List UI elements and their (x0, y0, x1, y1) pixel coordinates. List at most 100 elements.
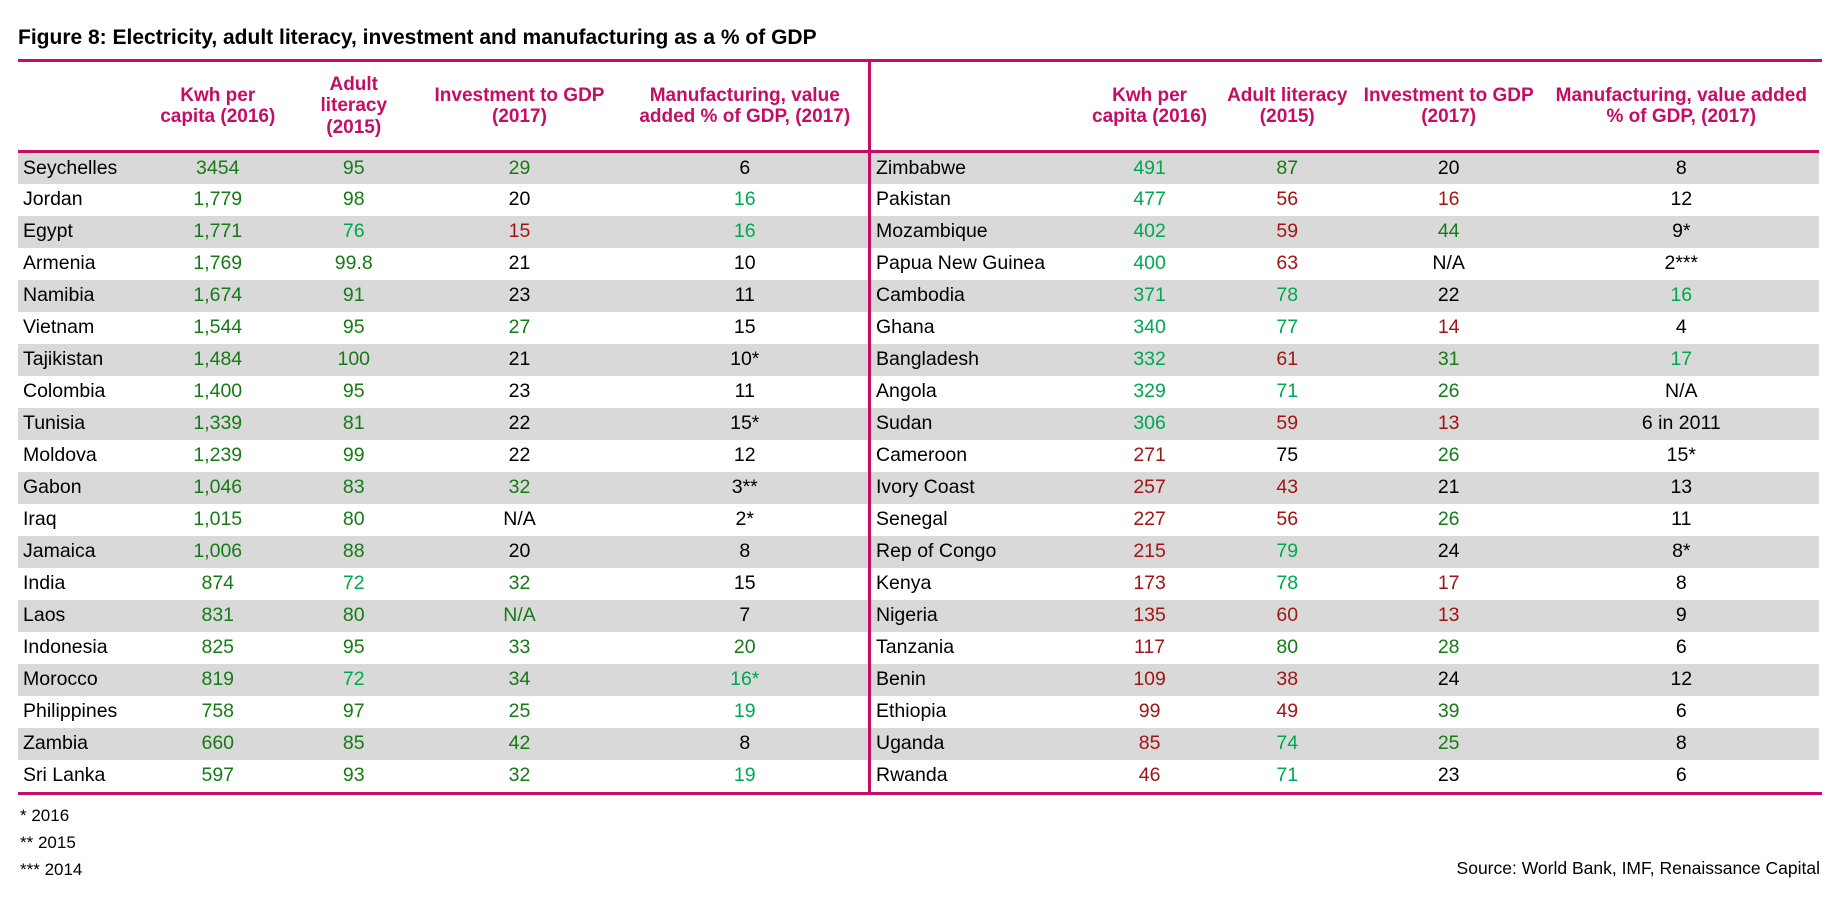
value-cell: 78 (1276, 284, 1299, 306)
value-cell: 95 (342, 380, 365, 402)
table-row: Ivory Coast 257 43 21 13 (869, 471, 1819, 504)
value-cell: 34 (508, 668, 531, 690)
country-cell: Sri Lanka (23, 764, 106, 786)
value-cell: 477 (1133, 188, 1166, 210)
country-cell: Laos (23, 604, 66, 626)
value-cell: 135 (1133, 604, 1166, 626)
value-cell: 79 (1276, 540, 1299, 562)
country-cell: Colombia (23, 380, 106, 402)
value-cell: 56 (1276, 508, 1299, 530)
value-cell: 16 (733, 188, 756, 210)
table-row: Indonesia 825 95 33 20 (18, 632, 868, 664)
value-cell: 10 (733, 252, 756, 274)
country-cell: Pakistan (876, 188, 951, 210)
value-cell: 13 (1437, 604, 1460, 626)
value-cell: 332 (1133, 348, 1166, 370)
value-cell: 6 (1675, 700, 1687, 722)
value-cell: 16 (1670, 284, 1693, 306)
value-cell: N/A (503, 604, 536, 626)
value-cell: 3** (731, 476, 758, 498)
value-cell: 91 (342, 284, 365, 306)
value-cell: 98 (342, 188, 365, 210)
value-cell: 74 (1276, 732, 1299, 754)
country-cell: Senegal (876, 508, 948, 530)
value-cell: 3454 (196, 156, 240, 179)
table-row: Pakistan 477 56 16 12 (870, 184, 1820, 216)
value-cell: 80 (342, 508, 365, 530)
column-header: Investment to GDP (2017) (417, 62, 622, 153)
value-cell: 1,771 (193, 220, 243, 242)
value-cell: 1,006 (193, 540, 243, 562)
table-row: Tajikistan 1,484 100 21 10* (18, 343, 868, 376)
table-row: Ethiopia 99 49 39 6 (870, 696, 1820, 728)
figure-title: Figure 8: Electricity, adult literacy, i… (18, 26, 817, 49)
value-cell: 23 (1437, 764, 1460, 786)
country-cell: Papua New Guinea (876, 252, 1046, 274)
value-cell: 22 (1437, 284, 1460, 306)
value-cell: 4 (1675, 316, 1687, 338)
table-row: Mozambique 402 59 44 9* (869, 215, 1819, 248)
footnote: * 2016 (20, 805, 70, 825)
value-cell: 19 (733, 700, 756, 722)
table-row: Papua New Guinea 400 63 N/A 2*** (870, 248, 1820, 280)
value-cell: 13 (1670, 476, 1693, 498)
value-cell: 32 (508, 764, 531, 786)
value-cell: 12 (1670, 188, 1693, 210)
data-table-left: Kwh per capita (2016) Adult literacy (201… (18, 62, 868, 792)
value-cell: 21 (508, 348, 531, 370)
value-cell: 10* (730, 348, 760, 370)
column-header: Manufacturing, value added % of GDP, (20… (1543, 62, 1819, 153)
value-cell: 28 (1437, 636, 1460, 658)
value-cell: 59 (1276, 412, 1299, 434)
country-cell: Rep of Congo (876, 540, 997, 562)
value-cell: 22 (508, 412, 531, 434)
value-cell: 32 (508, 476, 531, 498)
table-row: Rep of Congo 215 79 24 8* (869, 535, 1819, 568)
value-cell: 43 (1276, 476, 1299, 498)
country-cell: Seychelles (23, 156, 118, 179)
value-cell: 23 (508, 380, 531, 402)
footnotes: * 2016 ** 2015 *** 2014 (20, 802, 1822, 883)
value-cell: 95 (342, 636, 365, 658)
country-cell: Zimbabwe (876, 156, 966, 179)
value-cell: 11 (734, 380, 755, 402)
column-header: Kwh per capita (2016) (145, 62, 290, 153)
value-cell: 99.8 (334, 252, 373, 274)
value-cell: 825 (201, 636, 235, 658)
value-cell: 26 (1437, 444, 1460, 466)
value-cell: 7 (739, 604, 751, 626)
value-cell: 38 (1276, 668, 1299, 690)
value-cell: 340 (1133, 316, 1166, 338)
table-row: Zimbabwe 491 87 20 8 (869, 151, 1819, 184)
value-cell: 25 (508, 700, 531, 722)
value-cell: 227 (1133, 508, 1166, 530)
value-cell: 400 (1133, 252, 1166, 274)
value-cell: 99 (342, 444, 365, 466)
value-cell: 874 (201, 572, 235, 594)
table-row: Seychelles 3454 95 29 6 (18, 151, 868, 184)
value-cell: 13 (1437, 412, 1460, 434)
value-cell: 23 (508, 284, 531, 306)
table-row: Kenya 173 78 17 8 (870, 568, 1820, 600)
table-row: Morocco 819 72 34 16* (18, 663, 868, 696)
value-cell: 26 (1437, 508, 1460, 530)
country-cell: Uganda (876, 732, 945, 754)
value-cell: 2* (735, 508, 754, 530)
country-cell: Ethiopia (876, 700, 947, 722)
table-row: Zambia 660 85 42 8 (18, 727, 868, 760)
value-cell: 1,779 (193, 188, 243, 210)
table-row: Uganda 85 74 25 8 (869, 727, 1819, 760)
value-cell: 1,400 (193, 380, 243, 402)
value-cell: 97 (342, 700, 365, 722)
value-cell: 11 (734, 284, 755, 306)
value-cell: 76 (342, 220, 365, 242)
value-cell: 660 (201, 732, 235, 754)
value-cell: 29 (508, 156, 531, 179)
table-row: Senegal 227 56 26 11 (870, 504, 1820, 536)
table-row: Laos 831 80 N/A 7 (18, 599, 868, 632)
value-cell: 1,339 (193, 412, 243, 434)
table-row: Angola 329 71 26 N/A (870, 376, 1820, 408)
country-cell: Sudan (876, 412, 933, 434)
table-row: Jordan 1,779 98 20 16 (18, 184, 868, 216)
value-cell: 20 (733, 636, 756, 658)
